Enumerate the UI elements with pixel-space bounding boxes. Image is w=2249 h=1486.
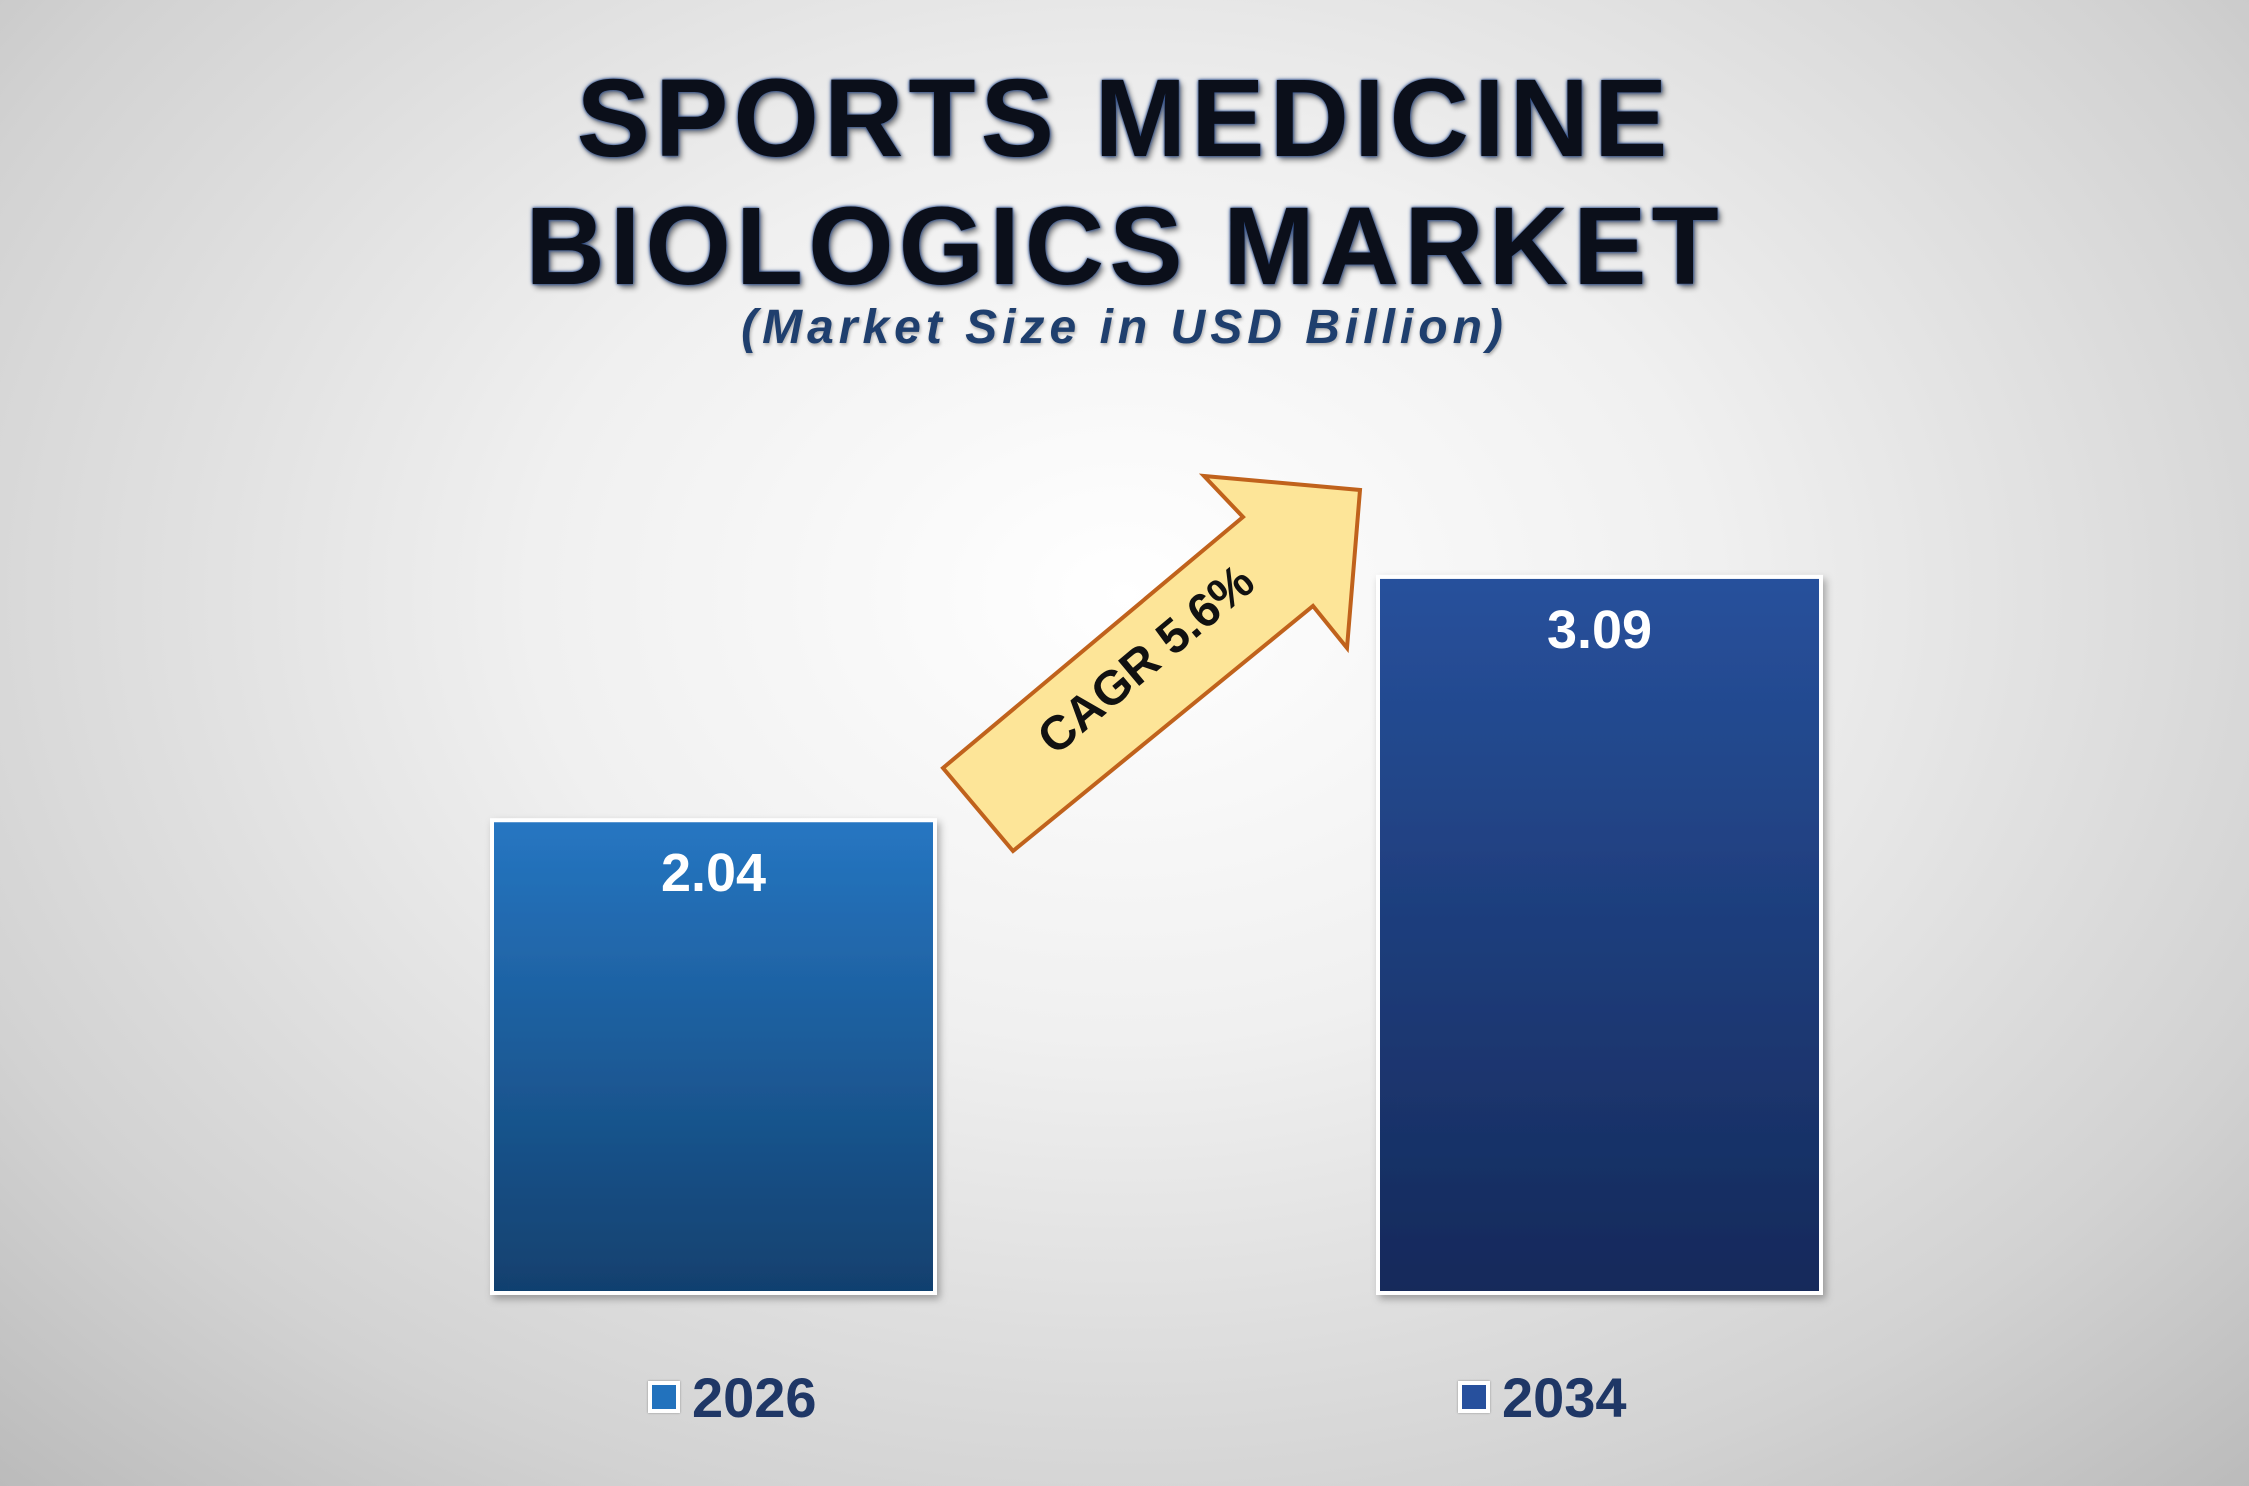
- legend-item-2034: 2034: [1458, 1360, 1627, 1434]
- legend-item-2026: 2026: [648, 1360, 817, 1434]
- chart-title-line-2: BIOLOGICS MARKET: [525, 185, 1724, 308]
- legend-swatch-2034: [1458, 1381, 1490, 1413]
- bar-value-label-2034: 3.09: [1547, 600, 1652, 660]
- legend-swatch-2026: [648, 1381, 680, 1413]
- chart-subtitle: (Market Size in USD Billion): [741, 301, 1508, 354]
- chart-title-line-1: SPORTS MEDICINE: [576, 57, 1673, 180]
- bar-2034: [1376, 574, 1823, 1295]
- legend-label-2034: 2034: [1502, 1365, 1627, 1429]
- bar-2026: [490, 818, 937, 1295]
- cagr-arrow-shape: [940, 473, 1363, 854]
- legend-label-2026: 2026: [692, 1365, 817, 1429]
- bar-value-label-2026: 2.04: [661, 843, 766, 903]
- chart-title: SPORTS MEDICINE BIOLOGICS MARKET: [0, 55, 2249, 311]
- cagr-arrow: CAGR 5.6%: [940, 473, 1363, 854]
